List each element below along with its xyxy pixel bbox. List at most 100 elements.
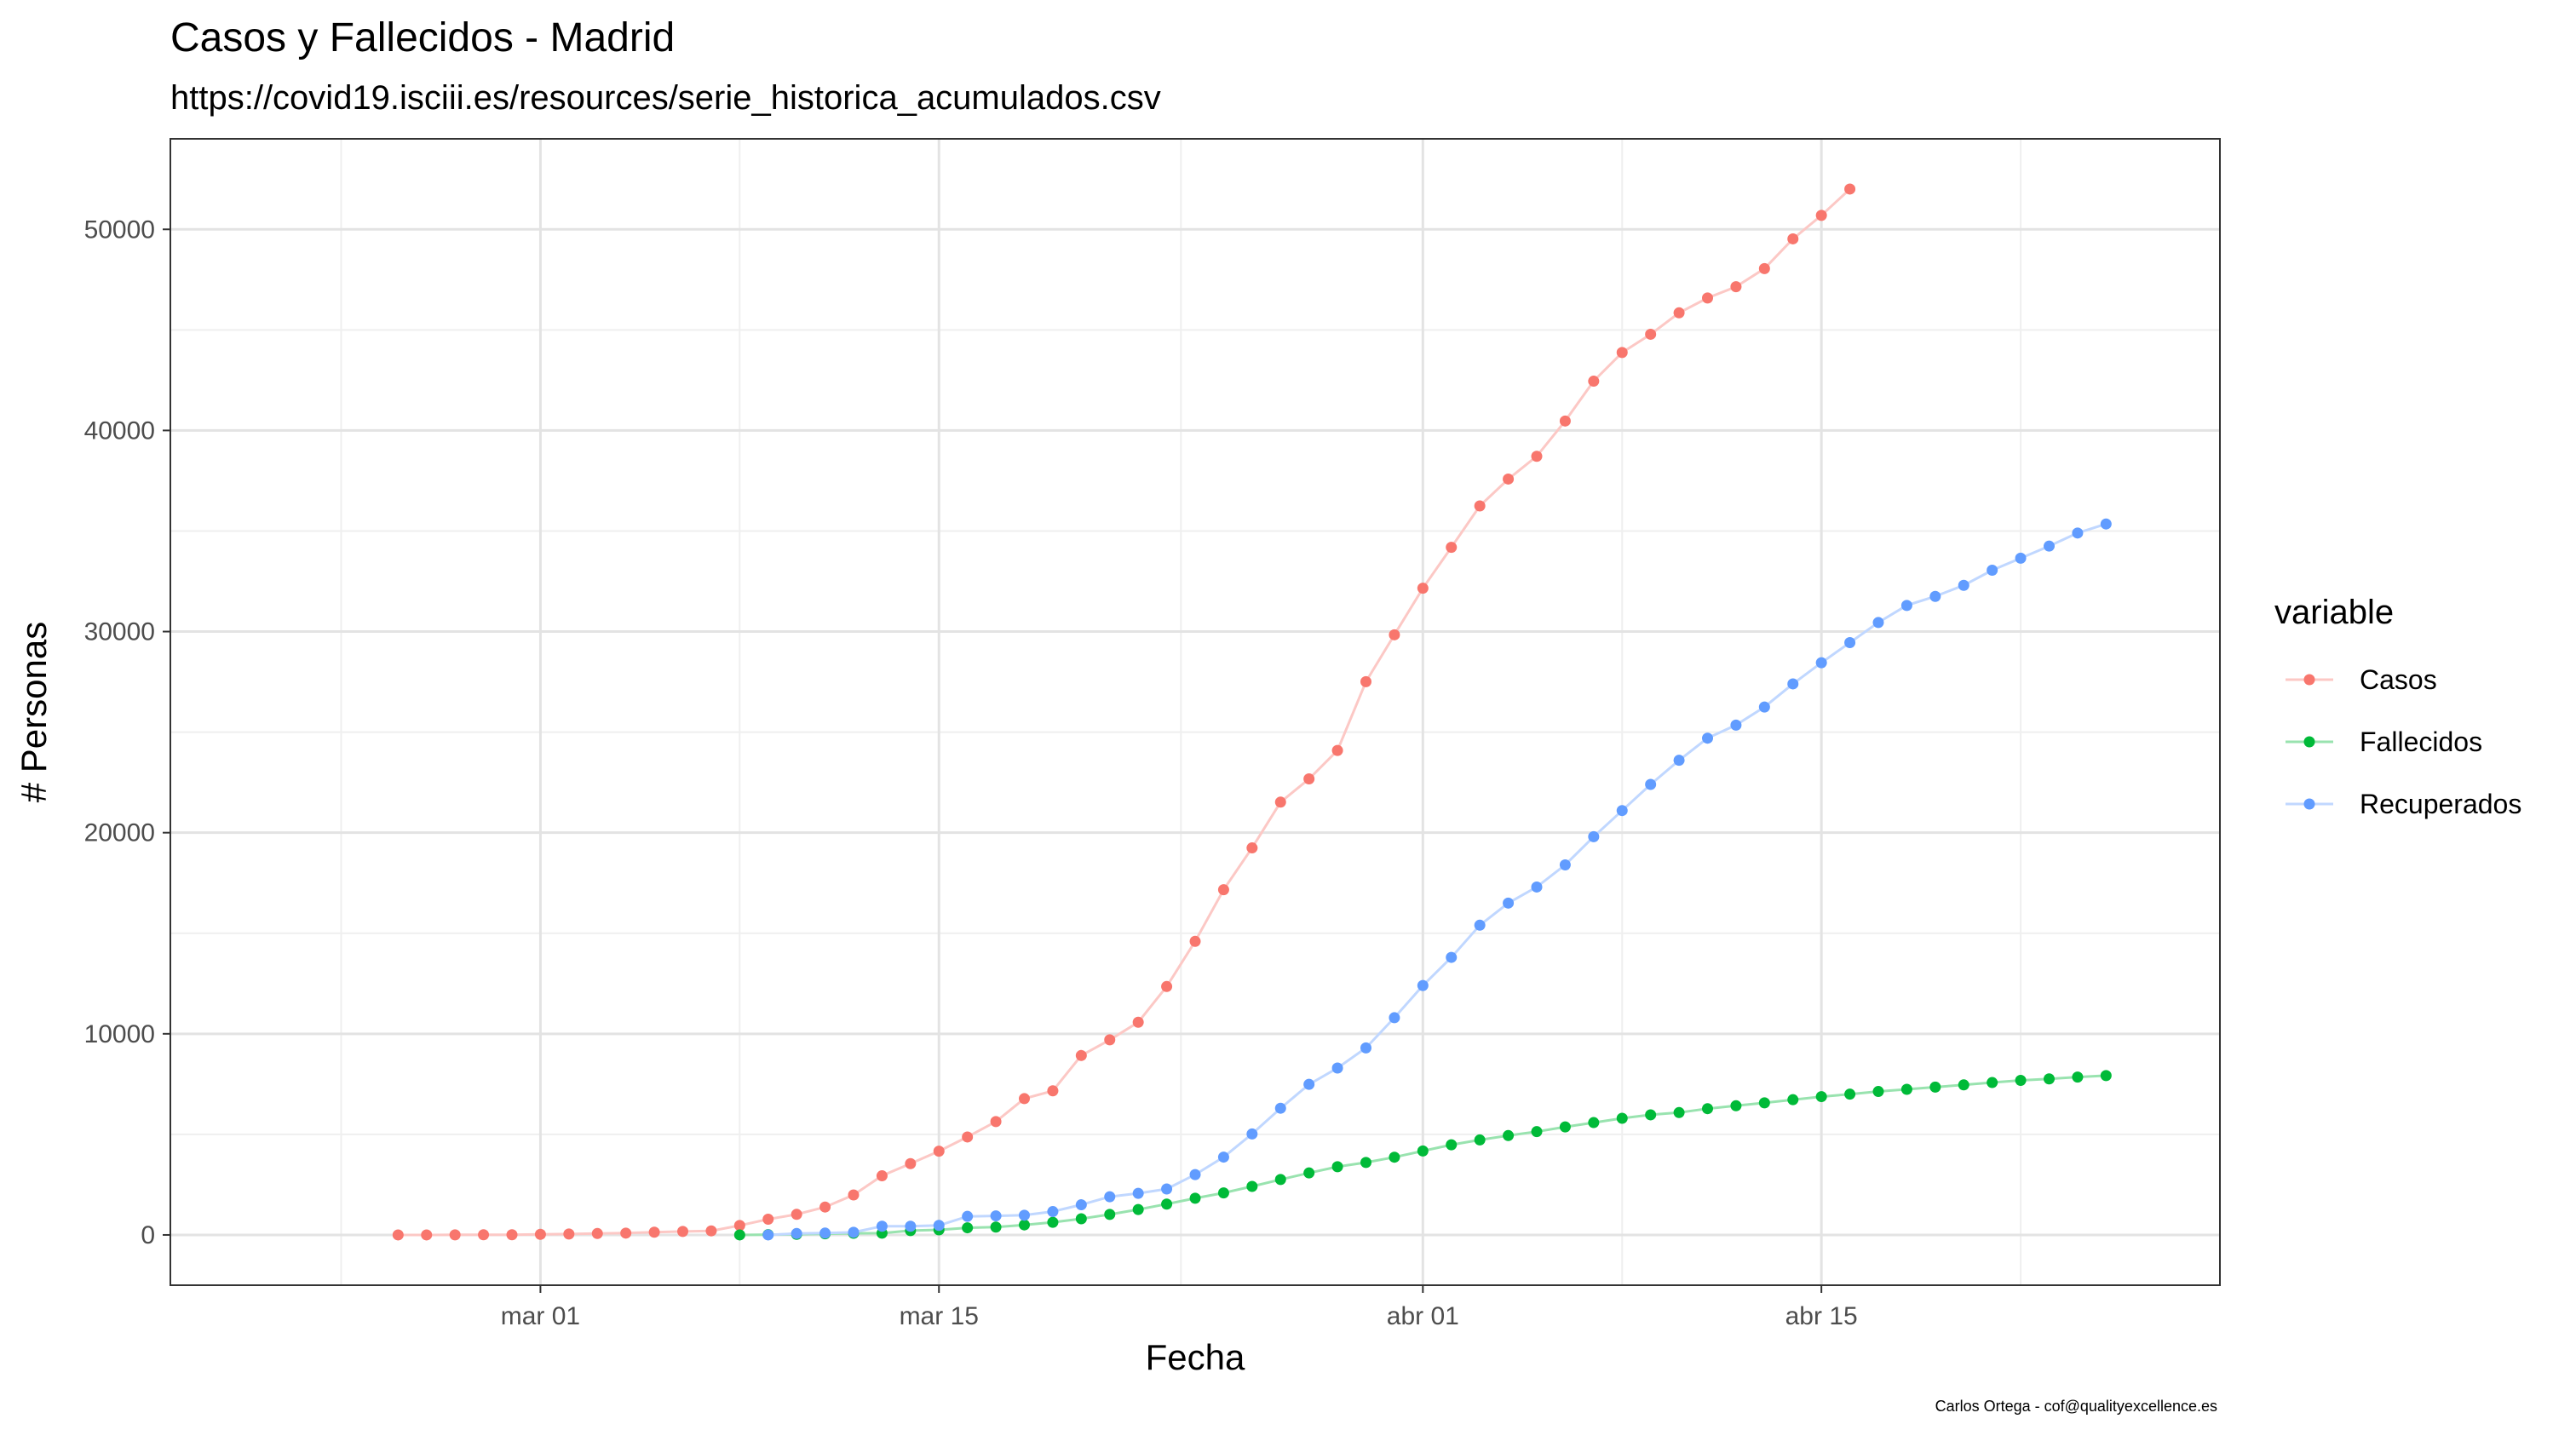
data-point-recuperados bbox=[1274, 1102, 1286, 1114]
data-point-fallecidos bbox=[1958, 1079, 1969, 1091]
data-point-casos bbox=[905, 1157, 917, 1169]
data-point-casos bbox=[733, 1220, 745, 1232]
data-point-recuperados bbox=[1787, 678, 1799, 690]
data-point-recuperados bbox=[1645, 778, 1657, 790]
data-point-casos bbox=[848, 1189, 860, 1201]
data-point-recuperados bbox=[1987, 565, 1998, 577]
data-point-recuperados bbox=[905, 1220, 917, 1232]
data-point-recuperados bbox=[1132, 1187, 1144, 1199]
data-point-fallecidos bbox=[1758, 1097, 1770, 1109]
data-point-fallecidos bbox=[962, 1222, 974, 1234]
data-point-casos bbox=[1787, 233, 1799, 244]
data-point-recuperados bbox=[1588, 830, 1600, 842]
data-point-recuperados bbox=[1189, 1169, 1201, 1180]
data-point-fallecidos bbox=[1446, 1139, 1458, 1151]
chart-subtitle: https://covid19.isciii.es/resources/seri… bbox=[170, 79, 1161, 117]
data-point-recuperados bbox=[1730, 719, 1742, 731]
data-point-casos bbox=[1815, 210, 1827, 221]
data-point-fallecidos bbox=[1132, 1203, 1144, 1215]
data-point-recuperados bbox=[933, 1220, 945, 1232]
data-point-recuperados bbox=[1929, 590, 1941, 602]
data-point-casos bbox=[1104, 1034, 1116, 1046]
data-point-casos bbox=[1702, 292, 1713, 304]
data-point-recuperados bbox=[1758, 701, 1770, 713]
data-point-casos bbox=[1616, 347, 1628, 359]
data-point-recuperados bbox=[1474, 919, 1486, 931]
data-point-fallecidos bbox=[1588, 1117, 1600, 1128]
data-point-recuperados bbox=[1075, 1199, 1087, 1211]
data-point-fallecidos bbox=[1161, 1198, 1173, 1210]
data-point-fallecidos bbox=[1303, 1167, 1315, 1179]
data-point-casos bbox=[1047, 1085, 1059, 1097]
data-point-recuperados bbox=[1303, 1078, 1315, 1090]
data-point-fallecidos bbox=[2072, 1071, 2084, 1083]
x-axis: mar 01 mar 15 abr 01 abr 15 bbox=[501, 1285, 1858, 1330]
data-point-recuperados bbox=[1673, 755, 1685, 767]
data-point-recuperados bbox=[1217, 1151, 1229, 1163]
data-point-fallecidos bbox=[1815, 1091, 1827, 1103]
x-axis-title: Fecha bbox=[1146, 1337, 1245, 1377]
y-tick-label: 10000 bbox=[84, 1020, 155, 1048]
data-point-casos bbox=[1303, 772, 1315, 784]
data-point-casos bbox=[1531, 451, 1543, 462]
data-point-recuperados bbox=[848, 1226, 860, 1238]
x-tick-label: abr 01 bbox=[1387, 1302, 1459, 1330]
data-point-casos bbox=[791, 1209, 802, 1220]
data-point-casos bbox=[1331, 744, 1343, 756]
y-axis-title: # Personas bbox=[14, 622, 54, 802]
data-point-recuperados bbox=[990, 1210, 1002, 1222]
plot-area bbox=[170, 138, 2221, 1286]
data-point-casos bbox=[1132, 1016, 1144, 1028]
legend-key-point-casos bbox=[2303, 674, 2315, 686]
data-point-casos bbox=[1673, 307, 1685, 319]
data-point-recuperados bbox=[1531, 881, 1543, 893]
data-point-fallecidos bbox=[2015, 1075, 2027, 1087]
data-point-fallecidos bbox=[1047, 1216, 1059, 1228]
chart-title: Casos y Fallecidos - Madrid bbox=[170, 15, 675, 60]
data-point-fallecidos bbox=[1616, 1112, 1628, 1124]
data-point-recuperados bbox=[1446, 951, 1458, 963]
data-point-casos bbox=[648, 1226, 660, 1238]
x-tick-label: abr 15 bbox=[1785, 1302, 1858, 1330]
data-point-casos bbox=[1588, 376, 1600, 388]
data-point-fallecidos bbox=[2044, 1073, 2055, 1085]
data-point-fallecidos bbox=[2100, 1070, 2112, 1082]
data-point-casos bbox=[990, 1116, 1002, 1128]
data-point-recuperados bbox=[1702, 732, 1713, 744]
data-point-casos bbox=[1161, 980, 1173, 992]
data-point-fallecidos bbox=[1844, 1088, 1856, 1100]
data-point-fallecidos bbox=[1987, 1077, 1998, 1088]
data-point-casos bbox=[1758, 262, 1770, 274]
data-point-recuperados bbox=[2072, 527, 2084, 539]
data-point-fallecidos bbox=[1929, 1081, 1941, 1093]
data-point-recuperados bbox=[1503, 897, 1515, 909]
data-point-fallecidos bbox=[733, 1229, 745, 1241]
y-tick-label: 0 bbox=[141, 1221, 155, 1249]
data-point-fallecidos bbox=[1474, 1134, 1486, 1146]
y-tick-label: 30000 bbox=[84, 618, 155, 646]
data-point-casos bbox=[1844, 183, 1856, 195]
data-point-casos bbox=[506, 1229, 518, 1241]
data-point-fallecidos bbox=[1189, 1192, 1201, 1204]
series-line-casos bbox=[398, 187, 1851, 1237]
legend-label-casos: Casos bbox=[2360, 664, 2437, 695]
data-point-fallecidos bbox=[1217, 1187, 1229, 1199]
data-point-fallecidos bbox=[1673, 1106, 1685, 1118]
data-point-casos bbox=[1274, 796, 1286, 808]
x-tick-label: mar 01 bbox=[501, 1302, 580, 1330]
legend-title: variable bbox=[2274, 594, 2394, 631]
data-point-recuperados bbox=[1559, 859, 1571, 870]
legend-label-recuperados: Recuperados bbox=[2360, 789, 2521, 819]
y-tick-label: 40000 bbox=[84, 416, 155, 445]
data-point-casos bbox=[1474, 500, 1486, 512]
data-point-casos bbox=[819, 1201, 831, 1213]
data-point-recuperados bbox=[876, 1220, 888, 1232]
data-point-casos bbox=[1645, 328, 1657, 340]
data-point-casos bbox=[933, 1146, 945, 1157]
plot-border bbox=[170, 138, 2221, 1286]
legend-item-fallecidos: Fallecidos bbox=[2286, 726, 2482, 757]
data-point-recuperados bbox=[1019, 1209, 1030, 1221]
data-point-fallecidos bbox=[1503, 1129, 1515, 1141]
data-point-casos bbox=[1019, 1093, 1030, 1105]
